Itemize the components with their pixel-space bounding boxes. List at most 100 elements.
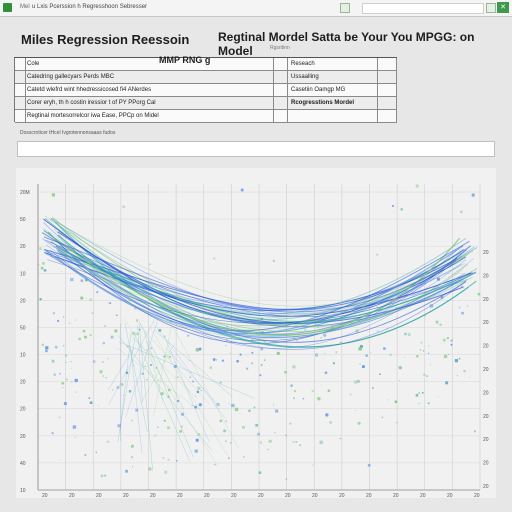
data-point [239,412,241,414]
data-point [192,380,194,383]
ribbon-toggle-icon[interactable] [340,3,350,13]
search-box[interactable] [362,3,484,14]
data-point [214,463,216,466]
data-point [268,332,270,334]
spray-line [117,334,213,451]
regression-curve [44,245,464,335]
table-row[interactable]: Corer eryh, th h costin iressior t of PY… [15,97,397,110]
data-point [74,319,76,321]
data-point [122,205,126,209]
data-point [104,474,107,477]
data-point [450,343,453,346]
data-point [228,457,230,459]
table-cell[interactable]: Cole [27,61,40,67]
spray-line [124,322,148,433]
data-point [263,359,266,361]
table-cell[interactable]: Regtinal mortesorrelcor iwa Ease, PPCp o… [27,113,159,119]
regression-curve [59,252,477,323]
data-point [54,345,58,349]
data-point [223,429,227,433]
x-tick-label: 20 [393,493,399,498]
title-bar: Mel u Lxis Pcerssion h Regresshoon Sebre… [0,0,512,17]
data-point [70,277,74,282]
table-cell[interactable]: Ussaalling [291,74,319,80]
data-point [158,328,162,332]
regression-curve [57,234,469,348]
data-point [225,440,227,442]
table-cell[interactable]: Reseach [291,61,315,67]
data-point [429,304,434,308]
data-point [311,389,314,393]
data-point [155,367,158,369]
x-tick-label: 20 [258,493,264,498]
data-point [357,421,361,425]
spray-line [116,347,200,411]
data-point [70,367,72,369]
table-row[interactable]: Catetd wlefrd wint hhedressicosed fi4 AN… [15,84,397,97]
regression-curve [46,244,474,349]
data-point [132,466,134,468]
data-point [130,419,133,422]
data-point [138,328,141,331]
spray-line [149,326,228,456]
data-point [207,469,209,471]
data-point [295,440,298,443]
x-tick-label: 20 [285,493,291,498]
data-point [391,204,394,207]
regression-curve [43,229,461,336]
data-point [395,307,397,309]
data-point [420,341,423,344]
table-cell[interactable]: Catedring gallecyars Perds MBC [27,74,115,80]
data-point [458,357,461,360]
data-point [95,451,98,454]
data-point [89,298,93,302]
minimize-icon[interactable] [486,3,496,13]
data-point [128,298,132,302]
formula-bar[interactable] [17,141,495,157]
data-point [154,434,157,437]
data-point [317,397,321,401]
close-icon[interactable]: ✕ [497,2,509,13]
data-point [243,456,245,458]
data-point [259,374,262,377]
regression-curve [52,237,467,315]
data-point [213,257,216,260]
spreadsheet-app-icon[interactable] [3,3,12,12]
table-row[interactable]: Regtinal mortesorrelcor iwa Ease, PPCp o… [15,110,397,123]
table-cell[interactable]: Casetiin Oamgp MG [291,87,346,93]
data-point [370,352,372,354]
table-cell[interactable]: Rcogresstions Mordel [291,100,355,106]
data-point [173,364,177,369]
y-right-tick-label: 20 [483,437,489,443]
data-point [197,433,201,436]
data-point [225,420,227,422]
data-point [257,432,260,436]
spray-line [123,318,219,467]
data-point [97,405,99,407]
table-row[interactable]: Cole Reseach [15,58,397,71]
regression-curve [43,236,457,313]
data-point [80,296,84,300]
data-point [167,426,170,430]
data-point [356,379,360,383]
data-point [317,326,319,328]
data-point [74,378,78,383]
data-point [246,354,248,356]
y-tick-label: 20 [20,244,26,250]
data-point [177,400,179,402]
data-point [62,386,64,389]
regression-chart[interactable]: 20M5020102050102020204010202020202020202… [16,168,496,499]
data-point [407,332,411,336]
data-point [65,361,67,364]
data-point [421,391,424,394]
table-cell[interactable]: Corer eryh, th h costin iressior t of PY… [27,100,156,106]
data-point [181,412,185,416]
data-point [418,392,420,394]
data-point [102,375,104,377]
data-point [164,470,168,474]
table-row[interactable]: Catedring gallecyars Perds MBC Ussaallin… [15,71,397,84]
data-point [383,347,386,350]
table-cell[interactable]: Catetd wlefrd wint hhedressicosed fi4 AN… [27,87,152,93]
chart-area[interactable]: 20M 50 20 10 20 50 10 20 20 20 40 10 20 20 20 20 20 20 20 2… [16,168,496,499]
selected-cell-value[interactable]: MMP RNG g [159,55,211,65]
